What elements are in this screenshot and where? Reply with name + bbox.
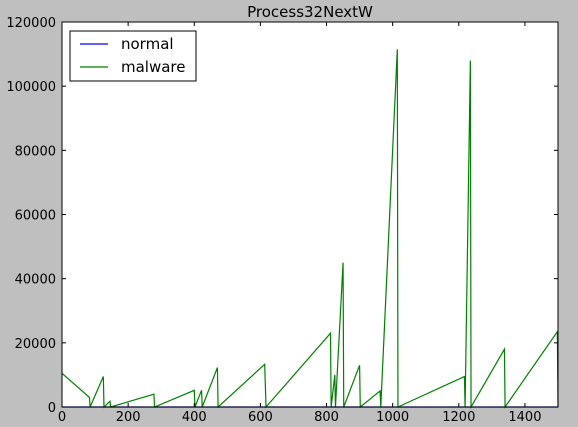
- legend-label-malware: malware: [121, 58, 186, 76]
- y-tick-label: 0: [48, 401, 56, 416]
- ticks-layer: 0 200 400 600 800 1000 1200 1400 0 20000 40000 6000…: [6, 16, 558, 425]
- x-tick-label: 600: [248, 410, 273, 425]
- x-tick-label: 400: [182, 410, 207, 425]
- x-tick-label: 200: [116, 410, 141, 425]
- legend-box: [69, 30, 197, 82]
- x-tick-label: 800: [314, 410, 339, 425]
- x-tick-label: 1200: [442, 410, 475, 425]
- x-tick-label: 1000: [376, 410, 409, 425]
- y-tick-label: 100000: [6, 80, 56, 95]
- legend: normal malware: [69, 30, 197, 82]
- y-tick-label: 40000: [15, 273, 56, 288]
- y-tick-label: 20000: [15, 337, 56, 352]
- y-tick-label: 80000: [15, 144, 56, 159]
- x-tick-label: 0: [58, 410, 66, 425]
- chart-title: Process32NextW: [247, 3, 373, 21]
- y-tick-label: 60000: [15, 209, 56, 224]
- y-tick-label: 120000: [6, 16, 56, 31]
- plot-area: [62, 22, 558, 407]
- x-tick-label: 1400: [508, 410, 541, 425]
- legend-label-normal: normal: [121, 35, 174, 53]
